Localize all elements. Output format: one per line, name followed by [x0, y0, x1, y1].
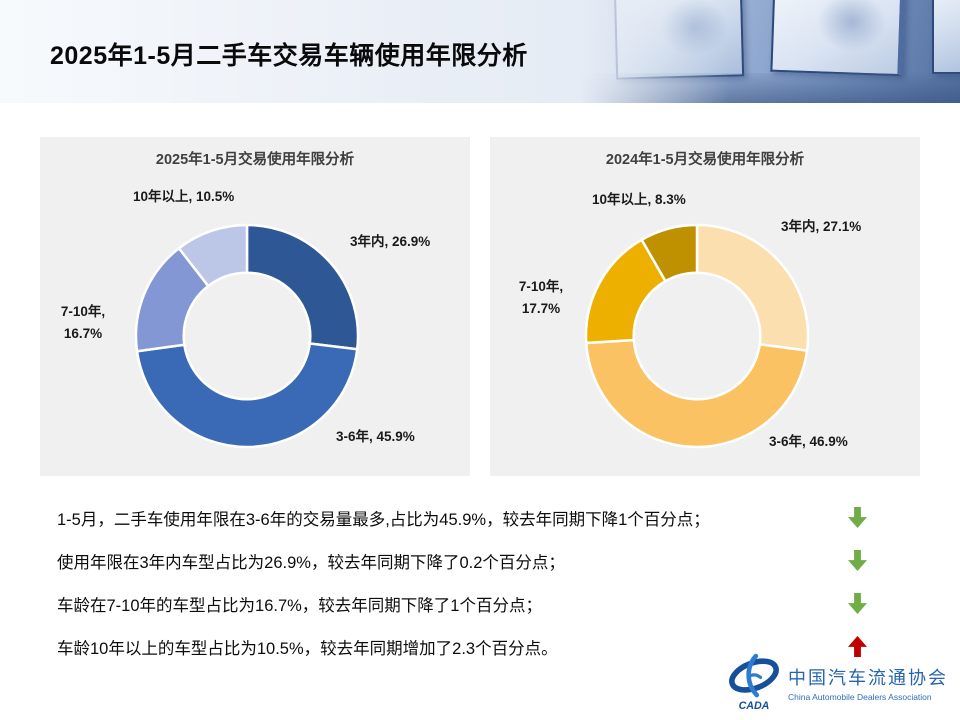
slice-label-7to10-line2: 16.7% — [63, 326, 103, 341]
statement-row: 1-5月，二手车使用年限在3-6年的交易量最多,占比为45.9%，较去年同期下降… — [57, 496, 869, 539]
cada-acronym: CADA — [739, 700, 770, 712]
org-name-en: China Automobile Dealers Association — [788, 692, 932, 702]
header-cubes-image — [580, 0, 960, 103]
chart-title-2024: 2024年1-5月交易使用年限分析 — [605, 152, 805, 168]
statement-row: 车龄在7-10年的车型占比为16.7%，较去年同期下降了1个百分点； — [57, 582, 869, 625]
chart-card-2024: 2024年1-5月交易使用年限分析 10年以上, 8.3% 3年内, 27.1%… — [490, 137, 920, 476]
slice-label-7to10-line2: 17.7% — [521, 301, 561, 316]
slice-label-within3: 3年内, 26.9% — [350, 234, 431, 249]
page-title: 2025年1-5月二手车交易车辆使用年限分析 — [50, 42, 528, 70]
donut-chart-2025 — [134, 223, 360, 449]
donut-slice-10年以上 — [177, 223, 249, 288]
slice-label-within3: 3年内, 27.1% — [781, 219, 862, 234]
slice-label-7to10: 7-10年, 17.7% — [512, 276, 570, 320]
slice-label-7to10-line1: 7-10年, — [518, 279, 564, 294]
org-name-cn: 中国汽车流通协会 — [788, 668, 948, 688]
slice-label-over10: 10年以上, 8.3% — [592, 192, 686, 207]
donut-chart-2024 — [584, 223, 810, 449]
statement-row: 车龄10年以上的车型占比为10.5%，较去年同期增加了2.3个百分点。 — [57, 625, 869, 668]
world-map-texture — [772, 0, 901, 75]
donut-slice-3-6年 — [584, 338, 809, 449]
donut-slice-3年内 — [245, 223, 360, 351]
statement-text: 车龄10年以上的车型占比为10.5%，较去年同期增加了2.3个百分点。 — [57, 639, 558, 658]
chart-title-2025: 2025年1-5月交易使用年限分析 — [155, 152, 355, 168]
org-text: 中国汽车流通协会 China Automobile Dealers Associ… — [788, 664, 948, 702]
cube-icon — [932, 0, 960, 74]
trend-arrow-icon — [848, 507, 867, 528]
slice-label-over10: 10年以上, 10.5% — [133, 189, 235, 204]
donut-slice-3年内 — [695, 223, 810, 352]
donut-slice-10年以上 — [640, 223, 699, 283]
trend-arrow-icon — [848, 593, 867, 614]
analysis-statements: 1-5月，二手车使用年限在3-6年的交易量最多,占比为45.9%，较去年同期下降… — [57, 496, 869, 668]
cada-logo: CADA 中国汽车流通协会 China Automobile Dealers A… — [728, 652, 948, 714]
trend-arrow-icon — [848, 550, 867, 571]
statement-text: 车龄在7-10年的车型占比为16.7%，较去年同期下降了1个百分点； — [57, 596, 542, 615]
statement-text: 1-5月，二手车使用年限在3-6年的交易量最多,占比为45.9%，较去年同期下降… — [57, 510, 710, 529]
slice-label-7to10: 7-10年, 16.7% — [54, 301, 112, 345]
statement-text: 使用年限在3年内车型占比为26.9%，较去年同期下降了0.2个百分点； — [57, 553, 565, 572]
header: 2025年1-5月二手车交易车辆使用年限分析 — [0, 0, 960, 103]
slice-label-7to10-line1: 7-10年, — [60, 304, 106, 319]
statement-row: 使用年限在3年内车型占比为26.9%，较去年同期下降了0.2个百分点； — [57, 539, 869, 582]
slice-label-3to6: 3-6年, 46.9% — [769, 434, 848, 449]
slice-label-3to6: 3-6年, 45.9% — [336, 429, 415, 444]
chart-card-2025: 2025年1-5月交易使用年限分析 10年以上, 10.5% 3年内, 26.9… — [40, 137, 470, 476]
cube-icon — [770, 0, 906, 77]
photo-fade — [580, 0, 730, 103]
cada-emblem-icon: CADA — [729, 653, 779, 712]
donut-slice-3-6年 — [135, 342, 359, 449]
